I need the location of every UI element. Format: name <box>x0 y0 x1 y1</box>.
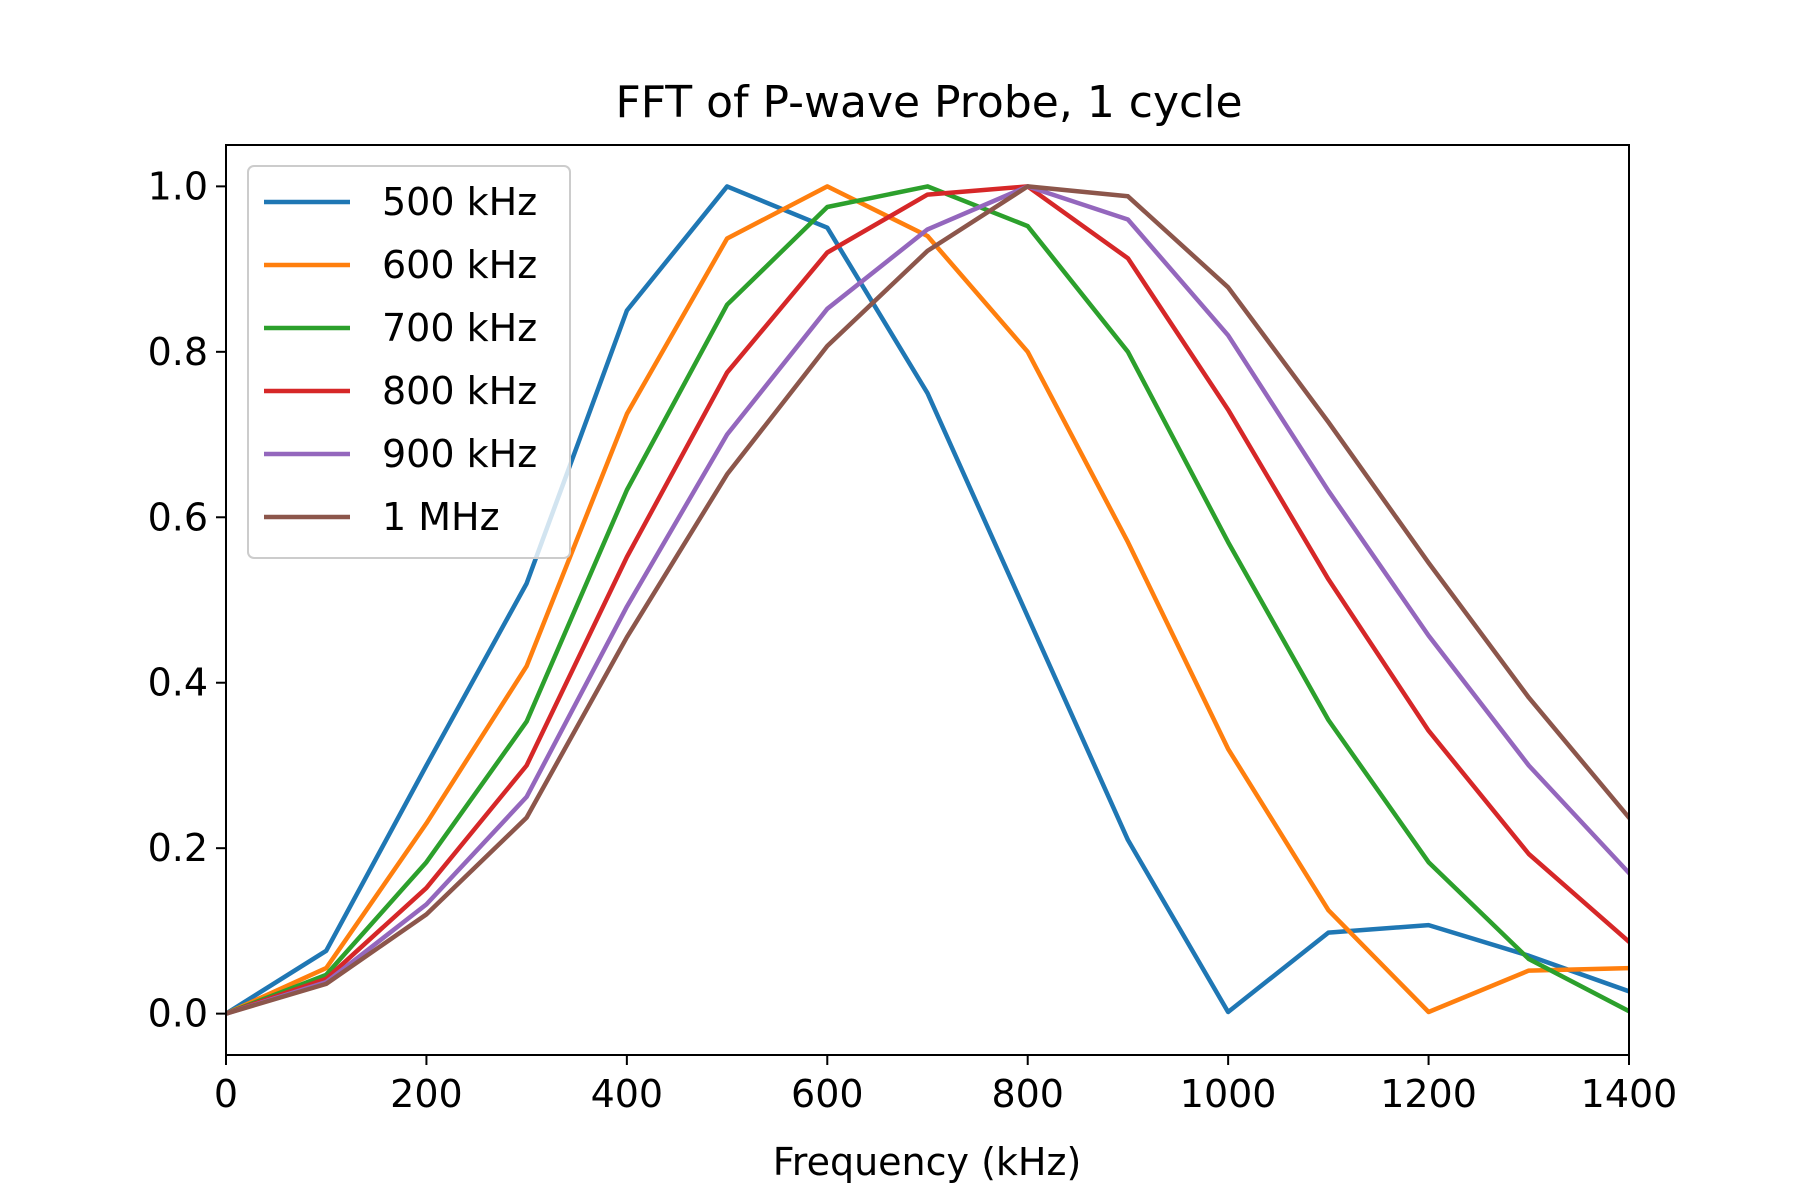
series-line-0 <box>226 184 1629 1017</box>
axes-frame <box>225 144 1630 1056</box>
plot-area <box>226 184 1629 1017</box>
chart-title: FFT of P-wave Probe, 1 cycle <box>615 77 1242 128</box>
legend-label: 700 kHz <box>382 306 537 350</box>
series-line-5 <box>226 184 1629 1016</box>
legend: 500 kHz 600 kHz 700 kHz 800 kHz 900 kHz 1 MHz <box>247 165 571 559</box>
legend-label: 500 kHz <box>382 180 537 224</box>
x-axis-label: Frequency (kHz) <box>773 1140 1082 1184</box>
x-tick-label: 1400 <box>1581 1072 1678 1116</box>
series-line-2 <box>226 184 1629 1017</box>
y-tick-label: 0.0 <box>148 992 208 1036</box>
y-tick-label: 0.8 <box>148 330 208 374</box>
y-tick-label: 0.6 <box>148 495 208 539</box>
legend-label: 600 kHz <box>382 243 537 287</box>
y-tick-label: 0.4 <box>148 661 208 705</box>
series-line-3 <box>226 184 1629 1016</box>
x-tick-label: 200 <box>390 1072 463 1116</box>
y-tick-label: 1.0 <box>148 164 208 208</box>
legend-label: 800 kHz <box>382 369 537 413</box>
legend-label: 1 MHz <box>382 495 500 539</box>
x-axis: 0 200 400 600 800 1000 1200 1400 <box>214 1055 1677 1116</box>
x-tick-label: 1000 <box>1180 1072 1277 1116</box>
series-line-1 <box>226 184 1629 1017</box>
x-tick-label: 800 <box>991 1072 1064 1116</box>
x-tick-label: 600 <box>791 1072 864 1116</box>
x-tick-label: 1200 <box>1380 1072 1477 1116</box>
series-line-4 <box>226 184 1629 1016</box>
legend-label: 900 kHz <box>382 432 537 476</box>
x-tick-label: 0 <box>214 1072 238 1116</box>
x-tick-label: 400 <box>591 1072 664 1116</box>
y-tick-label: 0.2 <box>148 826 208 870</box>
y-axis: 0.0 0.2 0.4 0.6 0.8 1.0 <box>148 164 226 1036</box>
